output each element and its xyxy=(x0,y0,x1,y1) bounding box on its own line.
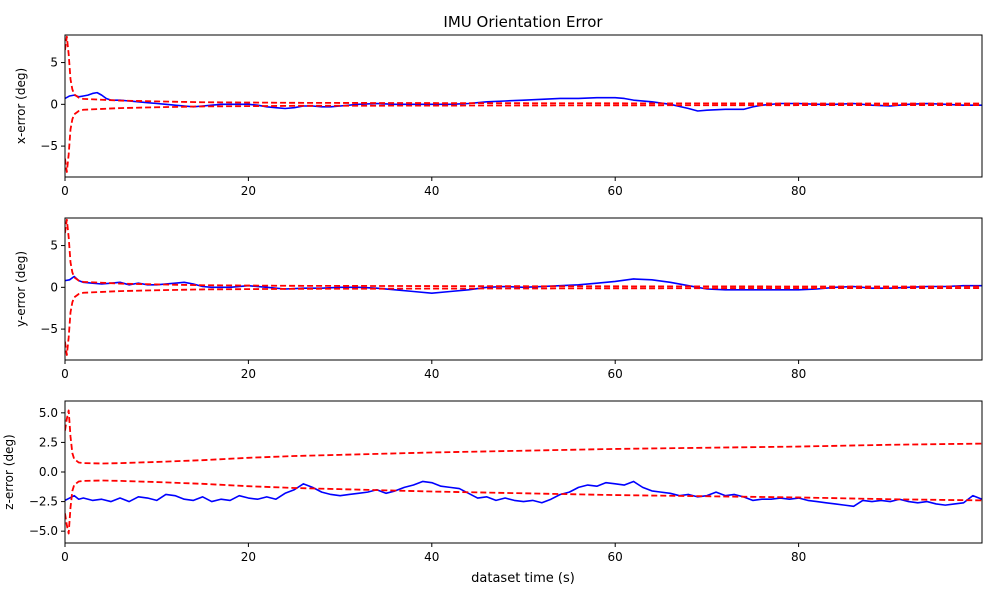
y-x-tick-label: 0 xyxy=(61,367,69,381)
x-x-tick-label: 40 xyxy=(424,184,439,198)
x-y-tick-label: −5 xyxy=(40,139,58,153)
y-y-tick-label: −5 xyxy=(40,322,58,336)
z-upper-bound-line xyxy=(65,409,982,465)
y-series-group xyxy=(65,218,982,356)
z-y-tick-label: 2.5 xyxy=(39,435,58,449)
z-estimate-line xyxy=(65,480,982,508)
x-error-panel: 0 20 40 60 80 −5 0 5 x-error (deg) xyxy=(14,34,983,198)
x-y-tick-label: 0 xyxy=(50,97,58,111)
x-x-tick-label: 20 xyxy=(241,184,256,198)
z-x-tick-label: 80 xyxy=(791,550,806,564)
x-axis-label: dataset time (s) xyxy=(471,571,575,586)
x-x-tick-label: 80 xyxy=(791,184,806,198)
z-y-tick-label: −5.0 xyxy=(29,524,58,538)
y-x-tick-label: 40 xyxy=(424,367,439,381)
x-lower-bound-line xyxy=(65,104,982,173)
z-error-panel: 0 20 40 60 80 −5.0 −2.5 0.0 2.5 5.0 z-error (deg) xyxy=(2,400,983,564)
z-y-tick-label: 5.0 xyxy=(39,406,58,420)
z-x-tick-label: 60 xyxy=(608,550,623,564)
x-y-tick-label: 5 xyxy=(50,56,58,70)
z-series-group xyxy=(65,409,982,535)
z-x-tick-label: 0 xyxy=(61,550,69,564)
x-axes-frame xyxy=(64,34,983,178)
x-series-group xyxy=(65,35,982,173)
z-x-tick-label: 40 xyxy=(424,550,439,564)
y-y-tick-label: 5 xyxy=(50,239,58,253)
y-x-tick-label: 60 xyxy=(608,367,623,381)
y-axes-frame xyxy=(64,217,983,361)
x-x-tick-label: 60 xyxy=(608,184,623,198)
z-y-axis-label: z-error (deg) xyxy=(2,434,16,509)
y-y-axis-label: y-error (deg) xyxy=(14,251,28,327)
y-x-tick-label: 20 xyxy=(241,367,256,381)
x-y-axis-label: x-error (deg) xyxy=(14,68,28,144)
y-y-tick-label: 0 xyxy=(50,280,58,294)
x-upper-bound-line xyxy=(65,35,982,105)
figure-title: IMU Orientation Error xyxy=(443,13,603,31)
y-upper-bound-line xyxy=(65,218,982,288)
y-lower-bound-line xyxy=(65,287,982,356)
z-y-tick-label: −2.5 xyxy=(29,495,58,509)
z-lower-bound-line xyxy=(65,479,982,535)
z-y-tick-label: 0.0 xyxy=(39,465,58,479)
y-x-tick-label: 80 xyxy=(791,367,806,381)
z-x-tick-label: 20 xyxy=(241,550,256,564)
x-x-tick-label: 0 xyxy=(61,184,69,198)
y-error-panel: 0 20 40 60 80 −5 0 5 y-error (deg) xyxy=(14,217,983,381)
z-axes-frame xyxy=(64,400,983,544)
